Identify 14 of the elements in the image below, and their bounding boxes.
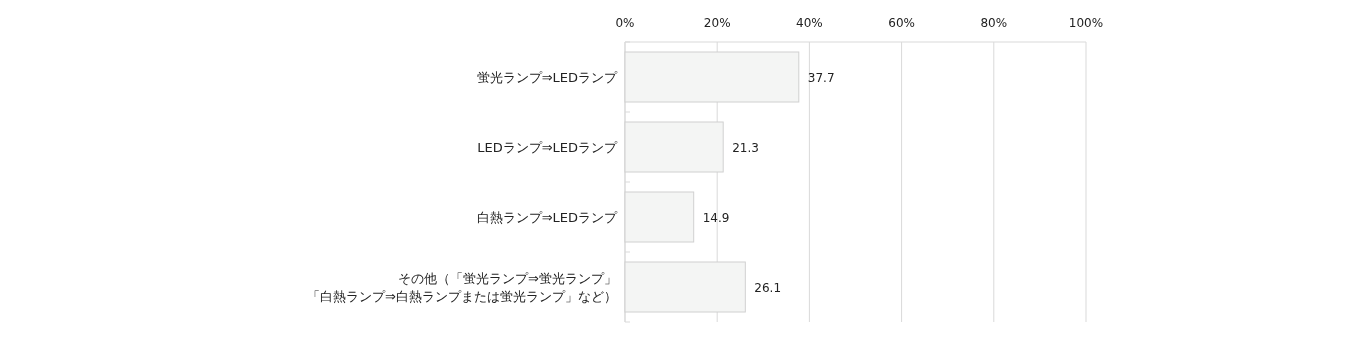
data-label: 37.7 — [807, 71, 835, 85]
y-tick-label: 白熱ランプ⇒LEDランプ — [476, 210, 618, 225]
x-tick-label: 60% — [888, 16, 915, 30]
data-label: 21.3 — [732, 141, 759, 155]
x-tick-label: 100% — [1068, 16, 1104, 30]
x-tick-label: 0% — [615, 16, 635, 30]
y-tick-label: LEDランプ⇒LEDランプ — [477, 140, 618, 155]
y-tick-label: 蛍光ランプ⇒LEDランプ — [476, 70, 618, 85]
x-tick-label: 80% — [980, 16, 1008, 30]
data-label: 14.9 — [702, 211, 730, 225]
y-tick-label: その他（「蛍光ランプ⇒蛍光ランプ」「白熱ランプ⇒白熱ランプまたは蛍光ランプ」など） — [307, 271, 617, 304]
x-tick-label: 20% — [703, 16, 731, 30]
data-label: 26.1 — [754, 281, 782, 295]
x-tick-label: 40% — [796, 16, 823, 30]
